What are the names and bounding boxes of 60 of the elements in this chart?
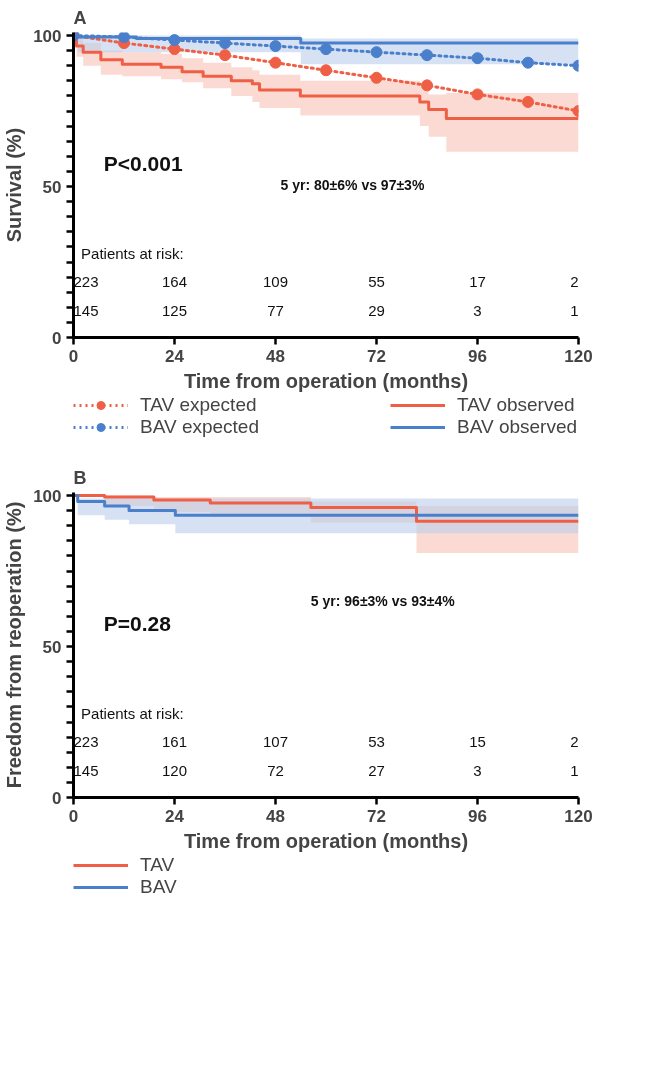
annotation: 5 yr: 96±3% vs 93±4%	[310, 592, 456, 609]
x-tick-label: 24	[165, 346, 185, 366]
x-axis-title: Time from operation (months)	[183, 829, 469, 852]
y-tick-label: 100	[33, 486, 62, 506]
x-tick-label: 0	[68, 346, 79, 366]
annotation: 223	[73, 732, 99, 750]
legend-label: BAV expected	[140, 416, 260, 438]
annotation: 223	[73, 272, 99, 290]
y-tick-label: 0	[52, 328, 62, 348]
x-tick-label: 72	[367, 806, 386, 826]
annotation: 145	[73, 761, 99, 779]
annotation: P=0.28	[103, 612, 172, 636]
chart-title: A	[73, 7, 87, 28]
x-tick-label: 120	[564, 346, 593, 366]
annotation: 29	[368, 301, 385, 319]
y-tick-label: 0	[52, 788, 62, 808]
x-tick-label: 120	[564, 806, 593, 826]
annotation: 72	[267, 761, 284, 779]
y-axis-title: Freedom from reoperation (%)	[3, 501, 26, 789]
annotation: Patients at risk:	[81, 244, 184, 262]
annotation: 27	[368, 761, 385, 779]
annotation: 3	[473, 761, 482, 779]
legend-label: TAV observed	[457, 394, 576, 416]
x-tick-label: 72	[367, 346, 386, 366]
annotation: 125	[161, 301, 188, 319]
x-axis-title: Time from operation (months)	[183, 369, 469, 392]
annotation: 5 yr: 80±6% vs 97±3%	[280, 177, 425, 193]
x-tick-label: 48	[266, 346, 285, 366]
y-tick-label: 50	[42, 177, 62, 197]
annotation: 53	[368, 732, 385, 750]
annotation: 3	[473, 301, 482, 319]
annotation: 120	[161, 761, 188, 779]
annotation: 145	[73, 301, 99, 319]
annotation: 17	[469, 272, 486, 290]
annotation: 2	[570, 732, 579, 750]
annotation: 1	[570, 761, 579, 779]
annotation: 2	[570, 272, 579, 290]
x-tick-label: 24	[165, 806, 185, 826]
legend-label: BAV observed	[457, 416, 579, 438]
annotation: 109	[262, 272, 289, 290]
annotation: 164	[161, 272, 188, 290]
legend-label: TAV	[140, 854, 175, 876]
y-tick-label: 100	[33, 26, 62, 46]
y-tick-label: 50	[42, 637, 62, 657]
legend-label: TAV expected	[140, 394, 258, 416]
x-tick-label: 96	[468, 346, 487, 366]
annotation: P<0.001	[103, 152, 183, 176]
x-tick-label: 96	[468, 806, 487, 826]
annotation: 161	[161, 732, 188, 750]
chart-title: B	[73, 467, 87, 488]
annotation: Patients at risk:	[81, 704, 184, 722]
x-tick-label: 48	[266, 806, 285, 826]
annotation: 15	[469, 732, 486, 750]
annotation: 55	[368, 272, 385, 290]
y-axis-title: Survival (%)	[3, 127, 26, 243]
annotation: 77	[267, 301, 284, 319]
annotation: 107	[262, 732, 289, 750]
x-tick-label: 0	[68, 806, 79, 826]
legend-label: BAV	[140, 876, 177, 898]
annotation: 1	[570, 301, 579, 319]
